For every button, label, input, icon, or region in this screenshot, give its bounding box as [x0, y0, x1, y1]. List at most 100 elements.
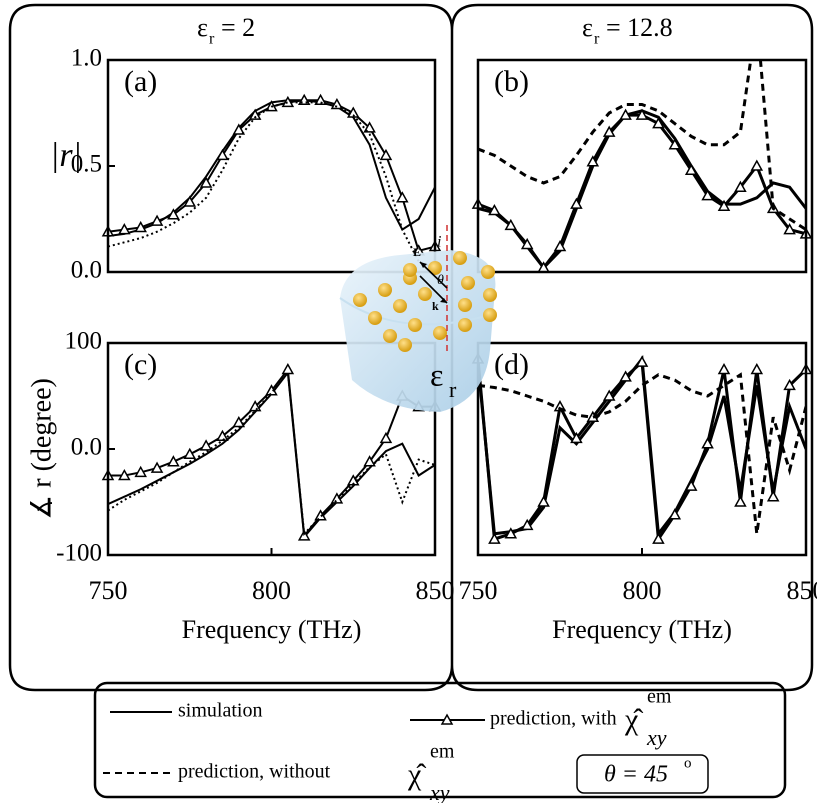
triangle-marker	[684, 163, 698, 175]
title: = 2	[221, 13, 255, 42]
triangle-marker	[504, 218, 518, 231]
title-subscript: r	[209, 31, 215, 48]
triangle-marker	[379, 431, 393, 444]
title-symbol: ε	[197, 13, 208, 42]
cube-edge	[339, 297, 491, 326]
triangle-marker	[570, 197, 583, 209]
triangle-marker	[363, 121, 376, 133]
legend-symbol: χ̂	[624, 703, 643, 736]
title-subscript: r	[594, 31, 600, 48]
triangle-marker	[766, 490, 780, 502]
triangle-marker	[668, 508, 682, 520]
legend-text: simulation	[178, 700, 262, 722]
triangle-marker	[668, 138, 682, 150]
series-line	[478, 372, 806, 535]
x-tick-label: 850	[787, 576, 817, 605]
triangle-marker	[167, 208, 180, 220]
triangle-marker	[635, 355, 649, 367]
triangle-marker	[652, 117, 665, 129]
triangle-marker	[346, 106, 360, 118]
legend-symbol-sub: xy	[646, 725, 667, 750]
inset-epsilon: ε	[430, 356, 443, 392]
triangle-marker	[553, 240, 567, 252]
triangle-marker	[216, 148, 229, 161]
title: = 12.8	[606, 13, 673, 42]
x-axis-label: Frequency (THz)	[552, 615, 732, 644]
x-tick-label: 850	[416, 576, 455, 605]
triangle-marker	[314, 509, 327, 521]
triangle-marker	[199, 176, 213, 188]
legend-symbol: χ̂	[407, 758, 426, 791]
inset-k: k	[432, 299, 439, 313]
triangle-marker	[504, 527, 518, 539]
x-tick-label: 750	[89, 576, 128, 605]
angle-box	[576, 754, 709, 794]
x-tick-label: 750	[459, 576, 498, 605]
triangle-marker	[750, 159, 764, 171]
charts: 0.00.51.0(a)|r|ε r = 2(b)ε r = 12.8-1000.010…	[26, 13, 817, 644]
triangle-marker	[652, 532, 665, 544]
series-line	[478, 354, 806, 538]
panel: 0.0 0.5 1.0 (a) |r| ε r = 2	[50, 13, 442, 284]
panel: -100 0.0 100 750 800 850 (c) Frequency (THz) ∡ r…	[26, 328, 454, 644]
triangle-marker	[379, 148, 393, 161]
triangle-marker	[783, 378, 796, 391]
angle-degree: o	[684, 755, 692, 771]
triangle-marker	[150, 461, 164, 473]
triangle-marker	[396, 191, 409, 203]
triangle-marker	[281, 95, 295, 108]
panel-label: (c)	[124, 348, 157, 381]
legend: simulation prediction, with χ̂emxypredicti…	[103, 686, 672, 803]
title-symbol: ε	[582, 13, 593, 42]
legend-text: prediction, with	[490, 708, 617, 730]
inset: E i θ k ε r	[339, 225, 497, 412]
legend-symbol-sup: em	[430, 741, 455, 763]
triangle-marker	[248, 400, 262, 412]
x-tick-label: 800	[623, 576, 662, 605]
triangle-marker	[684, 479, 698, 491]
inset-e: E	[413, 245, 421, 259]
y-tick-label: 0.0	[71, 434, 102, 461]
panel-label: (a)	[124, 65, 157, 98]
panel-frame	[8, 3, 814, 692]
series-line	[108, 99, 435, 253]
panel: 750 800 850 (d) Frequency (THz)	[459, 341, 817, 644]
inset-theta: θ	[437, 273, 444, 288]
triangle-marker	[635, 108, 649, 120]
triangle-marker	[619, 108, 632, 120]
triangle-marker	[488, 203, 501, 216]
triangle-marker	[216, 429, 229, 442]
triangle-marker	[602, 125, 616, 137]
y-tick-label: 100	[65, 328, 103, 355]
triangle-marker	[232, 123, 246, 135]
triangle-marker	[330, 97, 344, 110]
triangle-marker	[297, 529, 311, 541]
arrow-head	[420, 262, 427, 268]
legend-symbol-sup: em	[647, 686, 672, 708]
triangle-marker	[717, 362, 731, 375]
legend-symbol-sub: xy	[429, 780, 450, 803]
inset-i: i	[437, 234, 441, 251]
triangle-marker	[619, 370, 632, 382]
inset-epsilon-sub: r	[449, 377, 457, 402]
series-line	[108, 101, 435, 269]
triangle-marker	[537, 495, 550, 507]
triangle-marker	[248, 108, 262, 120]
triangle-marker	[520, 518, 534, 531]
triangle-marker	[199, 439, 213, 451]
triangle-marker	[118, 223, 131, 235]
triangle-marker	[167, 455, 180, 467]
arrow-head	[440, 298, 447, 303]
triangle-marker	[734, 495, 747, 507]
k-arrow	[419, 275, 448, 304]
x-tick-label: 800	[252, 576, 291, 605]
triangle-marker	[717, 199, 731, 212]
triangle-marker	[602, 389, 616, 401]
triangle-marker	[750, 362, 764, 375]
triangle-marker	[363, 455, 376, 467]
triangle-marker	[520, 237, 534, 250]
triangle-marker	[570, 431, 583, 444]
triangle-marker	[734, 180, 747, 192]
panel: (b) ε r = 12.8	[471, 13, 813, 274]
